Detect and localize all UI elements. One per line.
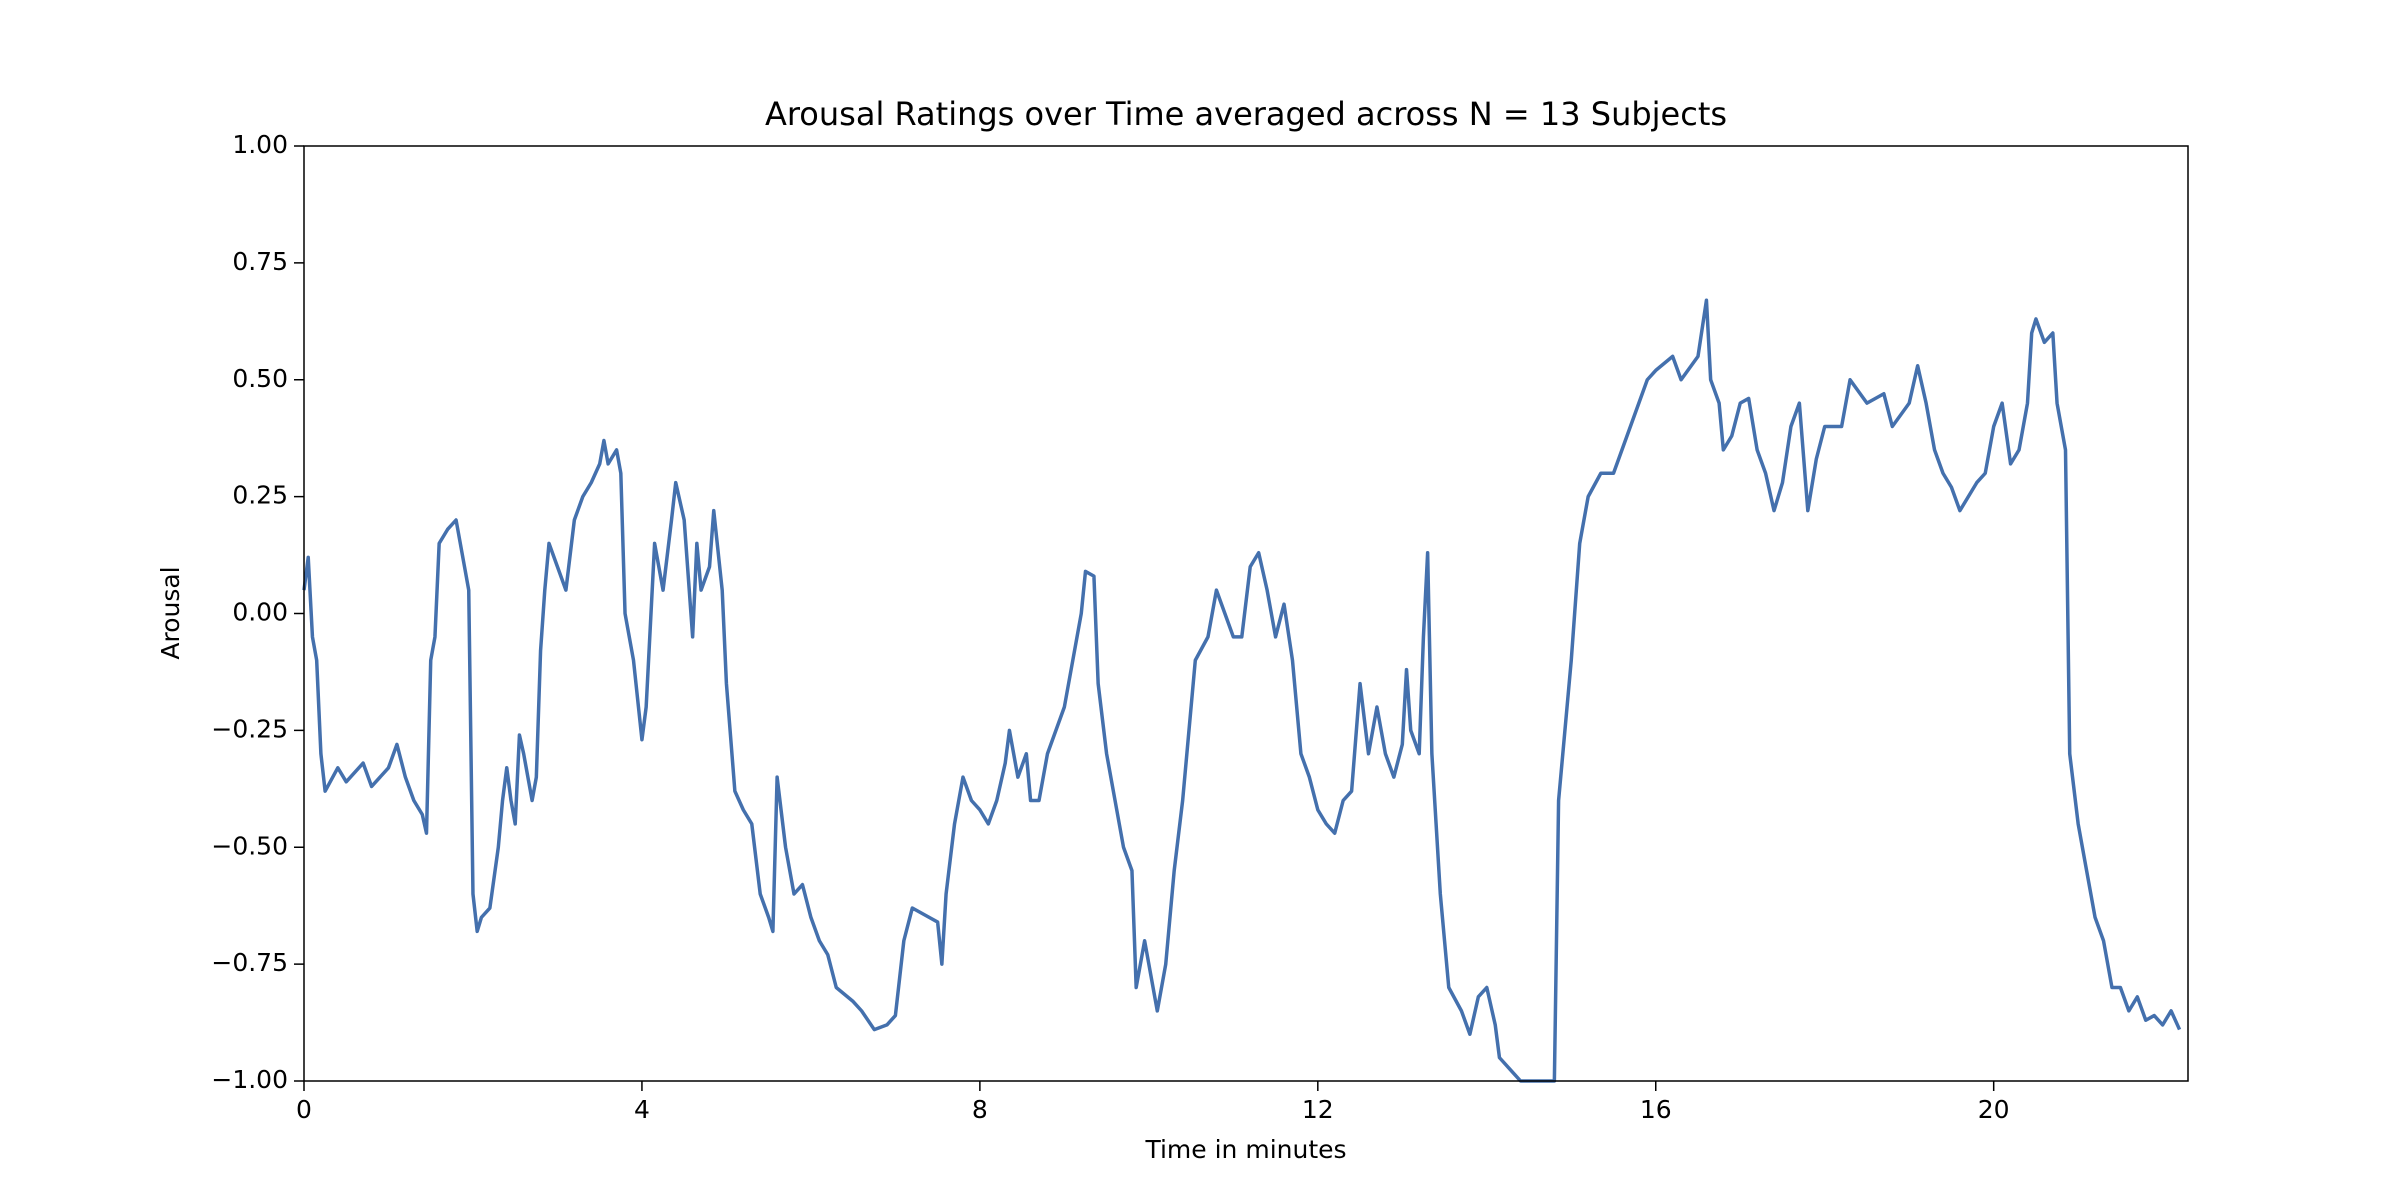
data-line: [302, 298, 2182, 1083]
y-tick-label: 0.50: [232, 364, 288, 393]
y-tick-label: 1.00: [232, 130, 288, 159]
x-tick-label: 4: [634, 1095, 650, 1124]
y-tick-label: −1.00: [211, 1065, 288, 1094]
x-tick-label: 8: [972, 1095, 988, 1124]
y-tick-label: −0.75: [211, 948, 288, 977]
y-tick-label: 0.00: [232, 598, 288, 627]
x-tick-label: 16: [1640, 1095, 1672, 1124]
y-tick-label: 0.75: [232, 247, 288, 276]
chart-title: Arousal Ratings over Time averaged acros…: [765, 95, 1727, 133]
plot-frame: [303, 145, 2189, 1082]
x-tick-label: 12: [1302, 1095, 1334, 1124]
x-tick-label: 20: [1978, 1095, 2010, 1124]
y-tick-label: −0.50: [211, 831, 288, 860]
x-tick-label: 0: [296, 1095, 312, 1124]
y-axis-label: Arousal: [156, 566, 185, 659]
x-axis-label: Time in minutes: [1144, 1135, 1346, 1164]
y-tick-label: 0.25: [232, 481, 288, 510]
y-tick-label: −0.25: [211, 714, 288, 743]
